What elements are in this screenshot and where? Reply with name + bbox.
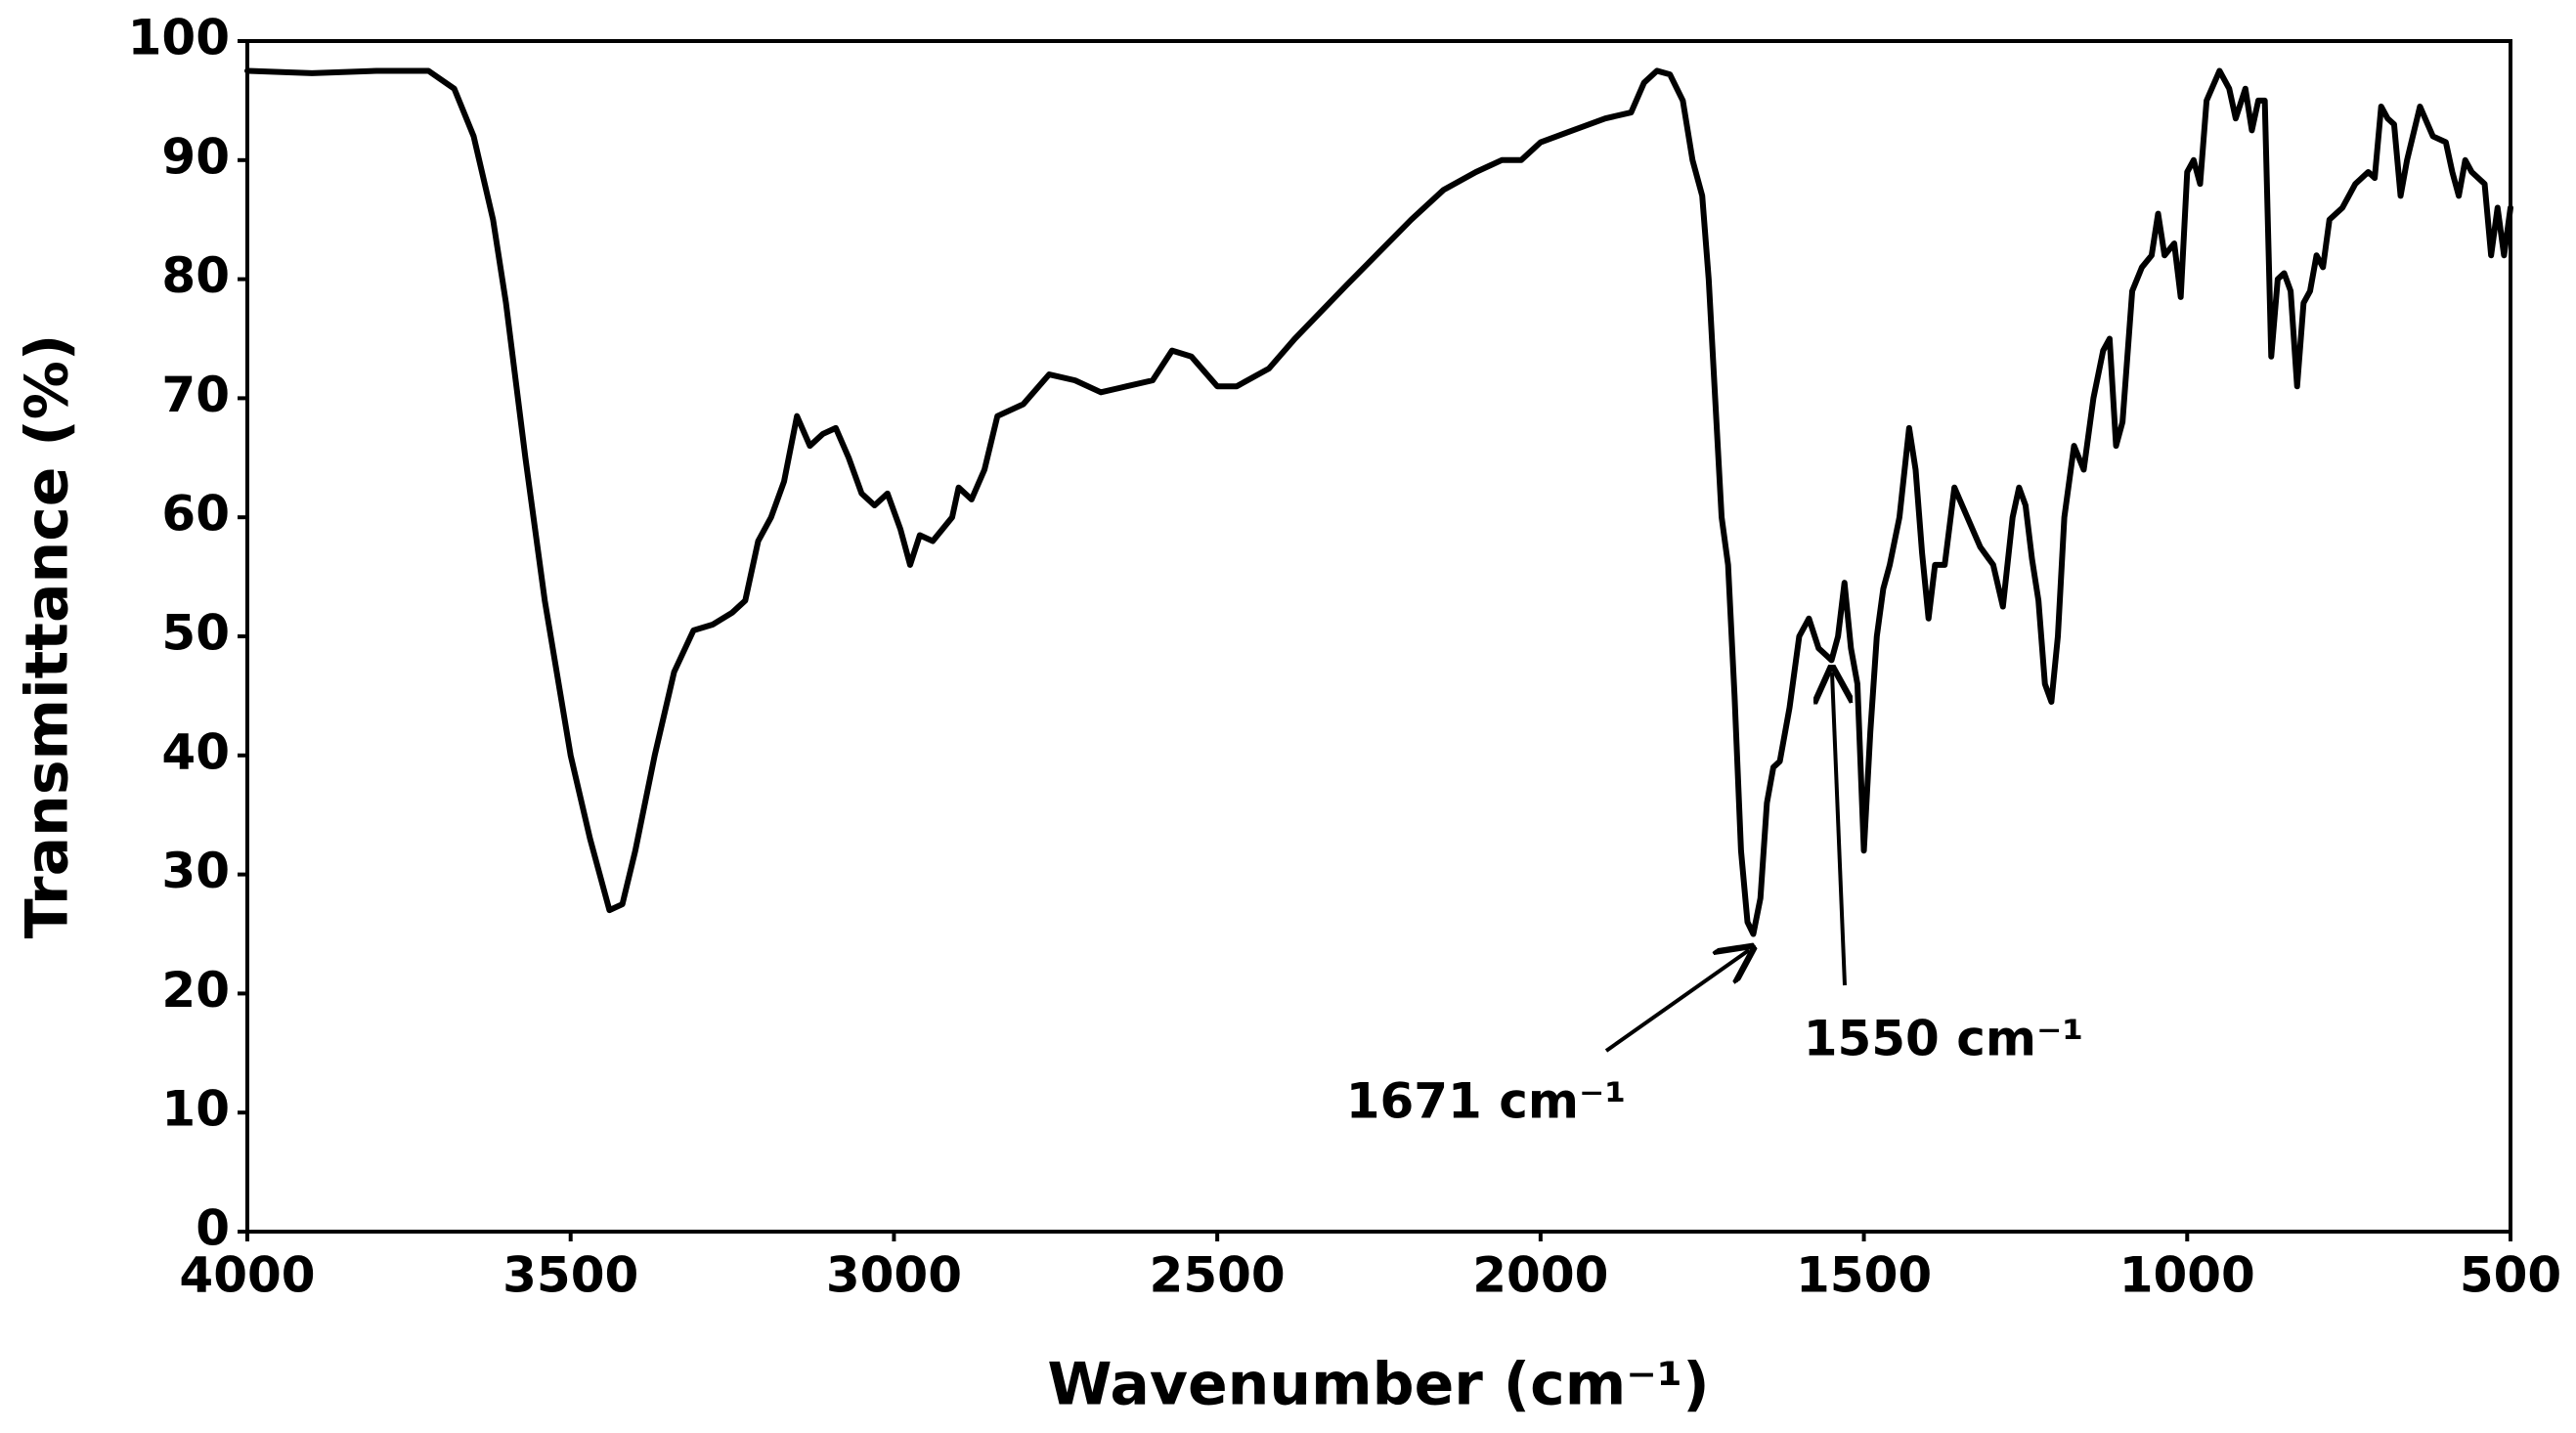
x-tick-label: 1500 — [1796, 1247, 1932, 1304]
y-tick-label: 30 — [161, 843, 230, 899]
y-tick-label: 90 — [161, 128, 230, 185]
y-tick-label: 20 — [161, 962, 230, 1019]
x-axis-title: Wavenumber (cm⁻¹) — [1047, 1351, 1709, 1419]
y-axis-title: Transmittance (%) — [14, 334, 82, 939]
y-tick-label: 0 — [196, 1200, 230, 1257]
x-tick-label: 2000 — [1472, 1247, 1608, 1304]
y-tick-label: 50 — [161, 605, 230, 662]
annotation-arrow — [1832, 673, 1845, 986]
y-tick-label: 10 — [161, 1081, 230, 1138]
y-tick-label: 80 — [161, 247, 230, 304]
x-tick-label: 1000 — [2119, 1247, 2255, 1304]
x-tick-label: 3000 — [826, 1247, 962, 1304]
x-tick-label: 2500 — [1150, 1247, 1286, 1304]
y-tick-label: 60 — [161, 486, 230, 543]
spectrum-line — [244, 67, 2513, 937]
annotation: 1550 cm⁻¹ — [1804, 1011, 2084, 1067]
x-tick-label: 500 — [2460, 1247, 2561, 1304]
annotation-arrow — [1604, 950, 1749, 1053]
annotation: 1671 cm⁻¹ — [1346, 1073, 1627, 1130]
y-tick-label: 100 — [128, 10, 230, 66]
y-tick-label: 70 — [161, 367, 230, 423]
x-tick-label: 4000 — [179, 1247, 315, 1304]
plot-frame — [245, 39, 2512, 1234]
y-tick-label: 40 — [161, 723, 230, 780]
x-tick-label: 3500 — [502, 1247, 638, 1304]
